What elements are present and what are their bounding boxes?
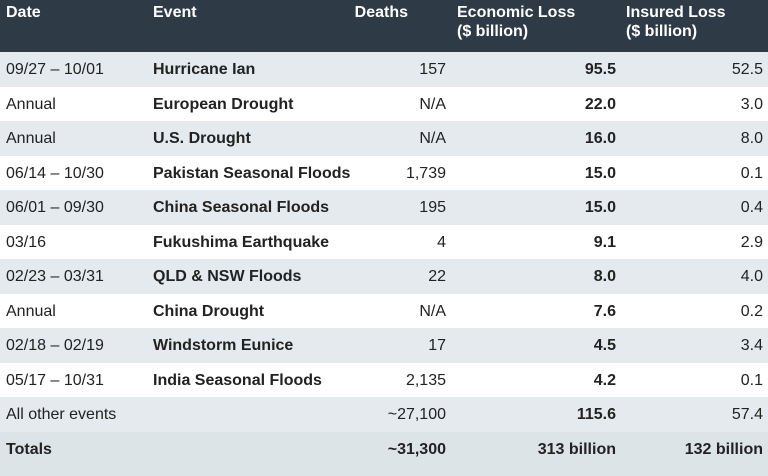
header-row: Date Event Deaths Economic Loss ($ billion)… <box>0 0 768 52</box>
table-cell: 06/14 – 10/30 <box>6 164 104 182</box>
table-cell: U.S. Drought <box>153 130 251 147</box>
table-cell: 7.6 <box>593 302 616 320</box>
table-cell: ~27,100 <box>387 406 446 423</box>
table-cell: 03/16 <box>6 233 47 251</box>
table-cell: Hurricane Ian <box>153 61 256 78</box>
other-row: All other events ~27,100 115.6 57.4 <box>0 397 768 432</box>
table-cell: N/A <box>419 130 446 147</box>
table-cell: 06/01 – 09/30 <box>6 199 104 216</box>
table-cell: 09/27 – 10/01 <box>6 61 104 78</box>
header-cell: Economic Loss ($ billion) <box>457 4 576 40</box>
totals-cell: 313 billion <box>537 440 616 458</box>
table-cell: 16.0 <box>584 130 616 147</box>
totals-row: Totals ~31,300 313 billion 132 billion <box>0 431 768 476</box>
table-cell: 95.5 <box>584 61 616 78</box>
header-cell: Deaths <box>354 4 408 21</box>
totals-cell: ~31,300 <box>387 440 446 458</box>
table-row: 02/18 – 02/19 Windstorm Eunice 17 4.5 3.4 <box>0 328 768 363</box>
table-cell: 02/23 – 03/31 <box>6 268 104 285</box>
table-cell: 0.2 <box>740 302 763 320</box>
table-cell: All other events <box>6 406 117 423</box>
table-cell: 52.5 <box>731 61 763 78</box>
table-cell: 115.6 <box>576 406 616 423</box>
totals-cell: Totals <box>6 440 52 458</box>
table-row: 05/17 – 10/31 India Seasonal Floods 2,135 4… <box>0 363 768 398</box>
table-cell: Annual <box>6 95 56 113</box>
table-cell: 02/18 – 02/19 <box>6 337 104 354</box>
table-cell: 2.9 <box>740 233 763 251</box>
table-cell: N/A <box>419 95 446 113</box>
table-cell: 157 <box>419 61 446 78</box>
table-cell: 15.0 <box>584 199 616 216</box>
table-cell: 15.0 <box>584 164 616 182</box>
table-row: Annual U.S. Drought N/A 16.0 8.0 <box>0 121 768 156</box>
table-cell: 8.0 <box>740 130 763 147</box>
table-cell: China Drought <box>153 302 265 320</box>
header-cell: Event <box>153 4 197 21</box>
table-cell: 57.4 <box>731 406 763 423</box>
table-cell: 1,739 <box>405 164 446 182</box>
table-cell: 4 <box>437 233 446 251</box>
table-cell: 05/17 – 10/31 <box>6 371 104 389</box>
table-row: Annual China Drought N/A 7.6 0.2 <box>0 294 768 329</box>
table-cell: 0.4 <box>740 199 763 216</box>
table-cell: 4.5 <box>593 337 616 354</box>
header-cell: Date <box>6 4 41 21</box>
table-cell: India Seasonal Floods <box>153 371 322 389</box>
table-row: 09/27 – 10/01 Hurricane Ian 157 95.5 52.5 <box>0 52 768 87</box>
table-cell: European Drought <box>153 95 294 113</box>
table-cell: Windstorm Eunice <box>153 337 294 354</box>
table-cell: 4.0 <box>740 268 763 285</box>
header-cell: Insured Loss ($ billion) <box>626 4 726 40</box>
table-cell: China Seasonal Floods <box>153 199 330 216</box>
totals-cell: 132 billion <box>684 440 763 458</box>
table-row: 02/23 – 03/31 QLD & NSW Floods 22 8.0 4.0 <box>0 259 768 294</box>
table-row: 03/16 Fukushima Earthquake 4 9.1 2.9 <box>0 225 768 260</box>
table-cell: 3.4 <box>740 337 763 354</box>
table-cell: 8.0 <box>593 268 616 285</box>
table-cell: 22.0 <box>584 95 616 113</box>
table-cell: Annual <box>6 302 56 320</box>
table-row: 06/01 – 09/30 China Seasonal Floods 195 15.… <box>0 190 768 225</box>
table-cell: Annual <box>6 130 56 147</box>
table-row: Annual European Drought N/A 22.0 3.0 <box>0 87 768 122</box>
table-cell: 17 <box>428 337 446 354</box>
table-cell: 0.1 <box>740 371 763 389</box>
table-cell: Pakistan Seasonal Floods <box>153 164 351 182</box>
table-cell: 9.1 <box>593 233 616 251</box>
table-cell: N/A <box>419 302 446 320</box>
table-cell: 4.2 <box>593 371 616 389</box>
table-cell: 22 <box>428 268 446 285</box>
table-cell: 3.0 <box>740 95 763 113</box>
table-cell: 2,135 <box>405 371 446 389</box>
table-row: 06/14 – 10/30 Pakistan Seasonal Floods 1,7… <box>0 156 768 191</box>
table-cell: 195 <box>419 199 446 216</box>
table-cell: 0.1 <box>740 164 763 182</box>
table-cell: Fukushima Earthquake <box>153 233 330 251</box>
table-cell: QLD & NSW Floods <box>153 268 302 285</box>
